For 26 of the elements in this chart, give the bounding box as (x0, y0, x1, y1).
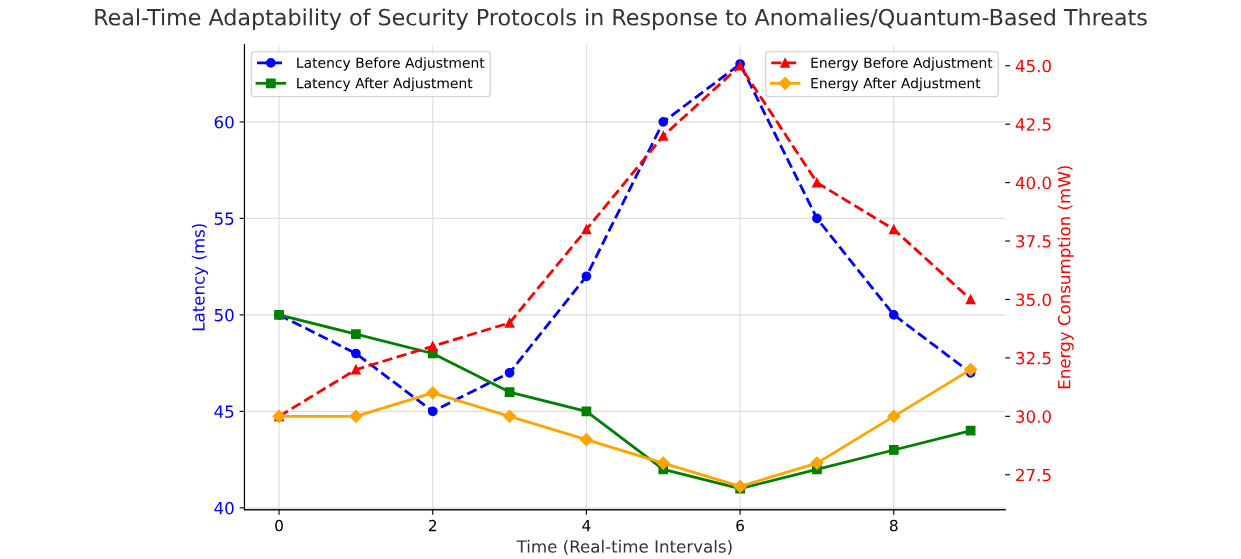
legend-label: Latency After Adjustment (297, 77, 473, 92)
y-tick-label: 60 (214, 115, 234, 129)
x-axis-title: Time (Real-time Intervals) (516, 539, 732, 555)
x-tick-label: 2 (429, 519, 437, 532)
x-tick-label: 0 (275, 519, 283, 532)
legend-label: Latency Before Adjustment (297, 57, 485, 71)
y-tick-label: 45 (214, 405, 234, 418)
y-tick-label: 40 (214, 501, 234, 515)
y-axis-title: Latency (ms) (191, 224, 208, 331)
legend-label: Energy After Adjustment (811, 77, 981, 92)
y2-tick-label: 37.5 (1016, 235, 1051, 248)
y2-tick-label: 42.5 (1015, 118, 1051, 131)
y2-tick-label: 27.5 (1016, 468, 1051, 482)
x-tick-label: 8 (889, 519, 898, 532)
y2-tick-label: 40.0 (1015, 176, 1051, 190)
y2-tick-label: 45.0 (1015, 59, 1051, 73)
y-tick-label: 50 (214, 308, 234, 322)
y2-axis-title: Energy Consumption (mW) (1057, 166, 1074, 389)
y2-tick-label: 30.0 (1016, 410, 1051, 423)
x-tick-label: 4 (582, 520, 591, 532)
chart-title: Real-Time Adaptability of Security Protocols in Response to Anomalies/Quantum-Based Threats (95, 8, 1147, 30)
y-tick-label: 55 (214, 212, 234, 225)
y2-tick-label: 35.0 (1016, 293, 1051, 307)
x-tick-label: 6 (736, 519, 744, 532)
y2-tick-label: 32.5 (1016, 351, 1051, 365)
legend-label: Energy Before Adjustment (811, 57, 993, 71)
